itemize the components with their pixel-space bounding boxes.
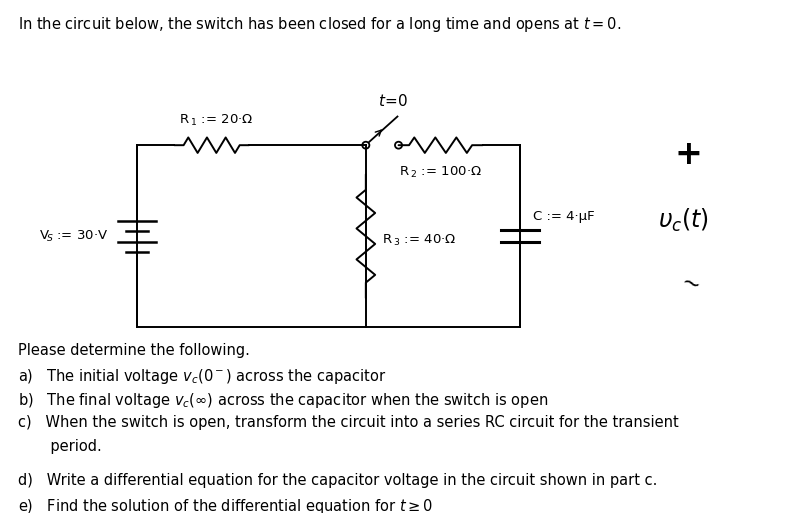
Text: V$\!_{S}$ := 30·V: V$\!_{S}$ := 30·V	[39, 229, 108, 244]
Text: +: +	[675, 138, 702, 171]
Text: period.: period.	[19, 439, 102, 454]
Text: R$\,_1$ := 20·Ω: R$\,_1$ := 20·Ω	[179, 113, 253, 128]
Text: a)   The initial voltage $v_c(0^-)$ across the capacitor: a) The initial voltage $v_c(0^-)$ across…	[19, 367, 387, 386]
Text: C := 4·μF: C := 4·μF	[533, 210, 595, 223]
Text: Please determine the following.: Please determine the following.	[19, 343, 250, 358]
Text: $t\!=\!0$: $t\!=\!0$	[378, 93, 409, 109]
Text: c)   When the switch is open, transform the circuit into a series RC circuit for: c) When the switch is open, transform th…	[19, 415, 679, 430]
Text: $\mathit{\sim}$: $\mathit{\sim}$	[674, 268, 702, 295]
Text: b)   The final voltage $v_c(\infty)$ across the capacitor when the switch is ope: b) The final voltage $v_c(\infty)$ acros…	[19, 391, 548, 410]
Text: In the circuit below, the switch has been closed for a long time and opens at $t: In the circuit below, the switch has bee…	[19, 15, 621, 34]
Text: e)   Find the solution of the differential equation for $t \geq 0$: e) Find the solution of the differential…	[19, 497, 434, 513]
Text: d)   Write a differential equation for the capacitor voltage in the circuit show: d) Write a differential equation for the…	[19, 473, 658, 488]
Text: R$\,_2$ := 100·Ω: R$\,_2$ := 100·Ω	[398, 165, 481, 180]
Text: $\upsilon_c$$(t)$: $\upsilon_c$$(t)$	[658, 207, 709, 234]
Text: R$\,_3$ := 40·Ω: R$\,_3$ := 40·Ω	[382, 233, 456, 248]
